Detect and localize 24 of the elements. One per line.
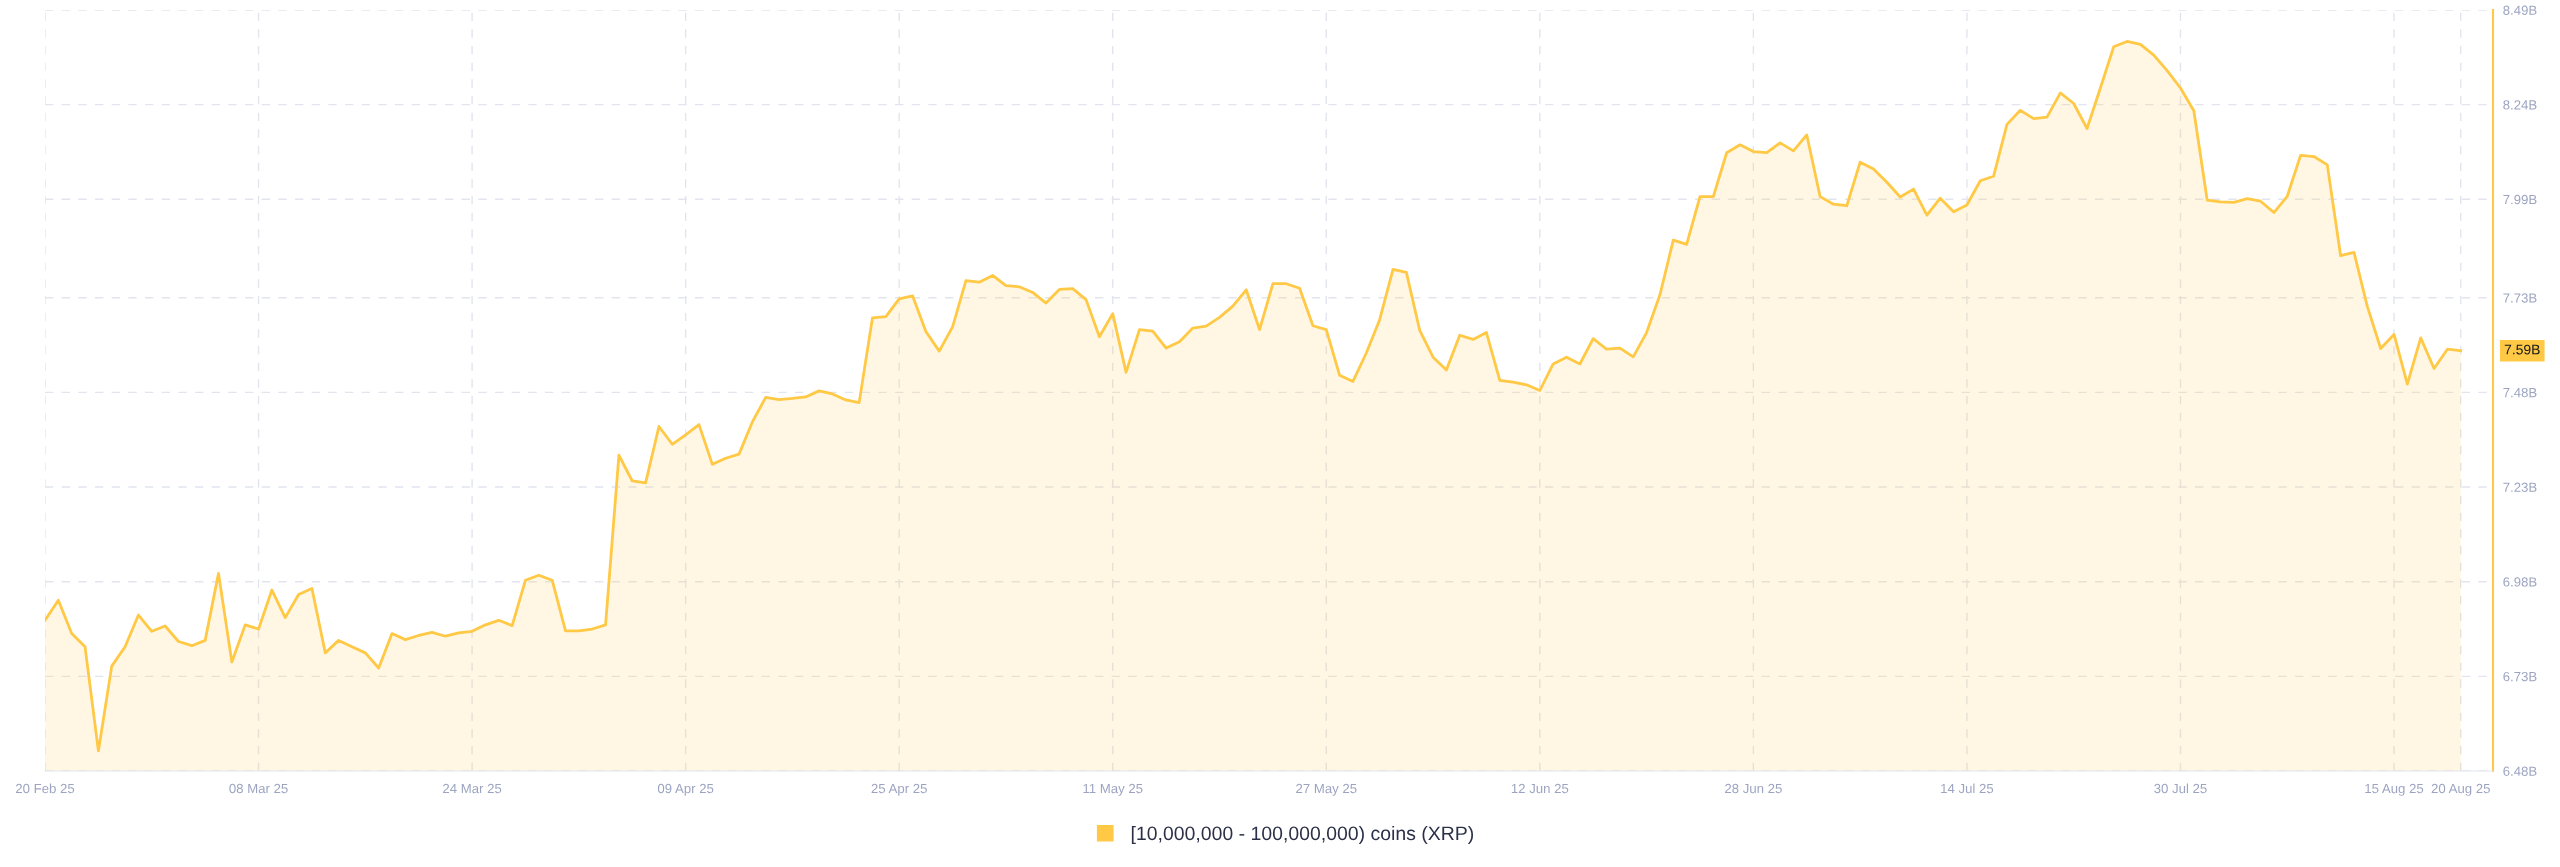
y-tick-label: 7.99B <box>2503 194 2537 205</box>
x-tick-label: 30 Jul 25 <box>2154 783 2207 794</box>
x-tick-label: 15 Aug 25 <box>2365 783 2424 796</box>
text: 7.59B <box>2504 344 2540 355</box>
y-tick-label: 7.48B <box>2503 387 2537 398</box>
x-tick-label: 14 Jul 25 <box>1941 783 1994 794</box>
y-tick-label: 7.23B <box>2503 482 2537 492</box>
x-tick-label: 27 May 25 <box>1296 783 1357 796</box>
x-tick-label: 11 May 25 <box>1083 783 1143 796</box>
x-tick-label: 20 Aug 25 <box>2431 783 2490 796</box>
y-tick-label: 6.73B <box>2503 671 2537 682</box>
legend-label: [10,000,000 - 100,000,000) coins (XRP) <box>1131 825 1474 845</box>
x-tick-label: 08 Mar 25 <box>229 783 288 794</box>
x-tick-label: 09 Apr 25 <box>657 783 714 796</box>
y-tick-label: 8.24B <box>2503 100 2537 110</box>
x-tick-label: 25 Apr 25 <box>871 783 927 796</box>
y-tick-label: 6.98B <box>2503 577 2537 587</box>
y-tick-label: 7.73B <box>2503 293 2537 303</box>
x-tick-label: 12 Jun 25 <box>1511 783 1569 794</box>
x-tick-label: 28 Jun 25 <box>1725 783 1782 794</box>
y-tick-label: 8.49B <box>2503 5 2537 15</box>
y-tick-label: 6.48B <box>2503 766 2537 776</box>
x-tick-label: 20 Feb 25 <box>15 783 75 794</box>
x-tick-label: 24 Mar 25 <box>443 783 502 794</box>
